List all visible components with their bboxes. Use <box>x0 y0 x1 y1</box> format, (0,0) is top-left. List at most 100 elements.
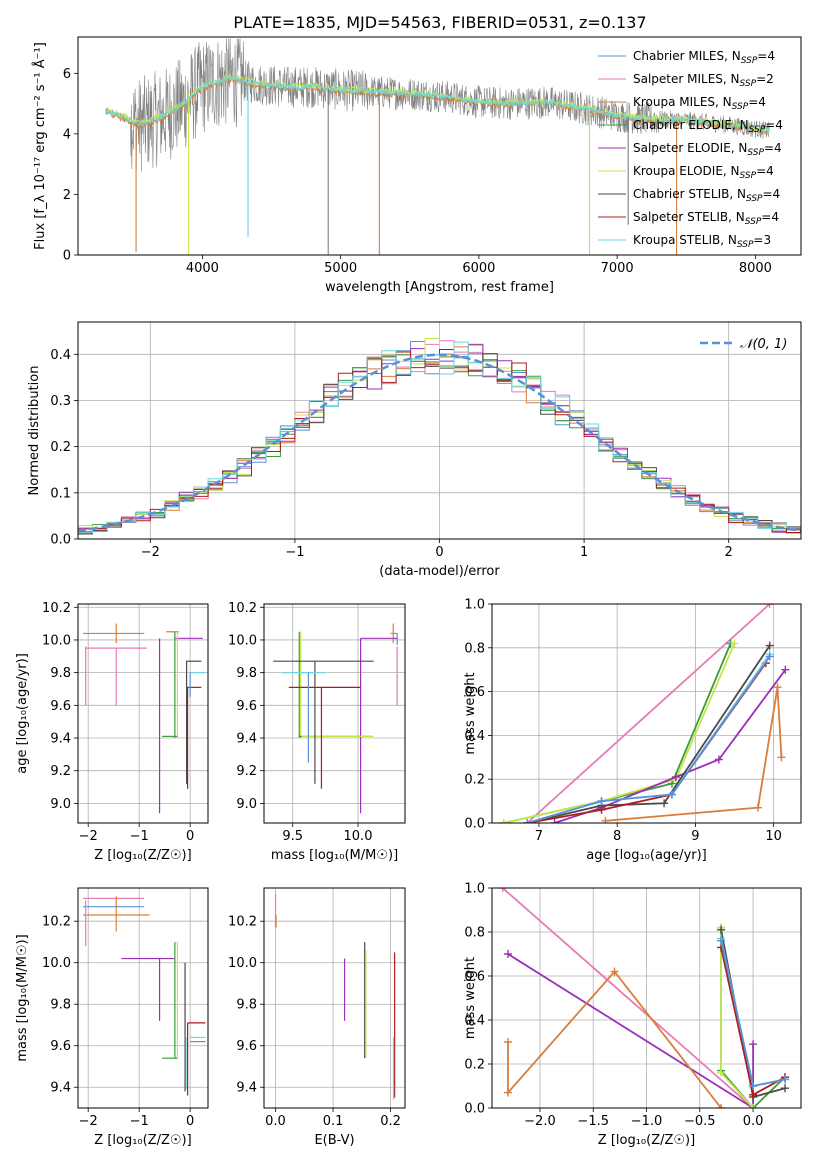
series-marker <box>773 683 782 692</box>
legend-entry: Chabrier MILES, NSSP=4 <box>633 49 775 66</box>
legend-entry: Salpeter MILES, NSSP=2 <box>633 72 774 89</box>
legend-entry: Chabrier STELIB, NSSP=4 <box>633 187 780 204</box>
x-tick-label: 0 <box>186 1114 194 1129</box>
y-tick-label: 0.6 <box>464 970 485 985</box>
series-marker <box>781 1075 790 1084</box>
legend-suffix: =4 <box>761 210 779 224</box>
x-axis-label: age [log₁₀(age/yr)] <box>586 848 707 863</box>
x-tick-label: 7000 <box>601 261 634 276</box>
series-marker <box>749 1040 758 1049</box>
series-marker <box>601 816 610 823</box>
series <box>601 683 786 823</box>
errorbar-point <box>83 623 145 644</box>
x-axis-label: Z [log₁₀(Z/Z☉)] <box>94 1133 191 1148</box>
series-marker <box>671 773 680 782</box>
legend-suffix: =3 <box>753 233 771 247</box>
legend-label: Chabrier ELODIE, N <box>633 118 749 132</box>
axes-frame <box>77 887 209 1109</box>
x-tick-label: −1.0 <box>631 1114 663 1129</box>
legend-subscript: SSP <box>747 148 764 158</box>
series-marker <box>765 604 774 608</box>
legend-entry: Kroupa MILES, NSSP=4 <box>633 95 766 112</box>
x-tick-label: −2 <box>79 1114 98 1129</box>
series-marker <box>667 790 676 799</box>
legend-entry: Kroupa STELIB, NSSP=3 <box>633 233 771 250</box>
legend-entry: Salpeter STELIB, NSSP=4 <box>633 210 779 227</box>
series <box>499 639 739 823</box>
series-marker <box>503 950 512 958</box>
legend-label: Kroupa STELIB, N <box>633 233 737 247</box>
series-line <box>526 656 771 823</box>
series-marker <box>749 1104 758 1108</box>
y-tick-label: 9.8 <box>50 998 71 1013</box>
panel-massweight-vs-age: 7 8 9 10 0.0 0.2 0.4 0.6 0.8 1.0 age [log₁₀(age/yr… <box>463 598 802 863</box>
x-axis-label: E(B-V) <box>314 1133 354 1148</box>
legend-suffix: =4 <box>756 164 774 178</box>
series <box>503 967 726 1108</box>
plot-area <box>273 623 398 814</box>
y-tick-label: 9.8 <box>50 666 71 681</box>
x-tick-label: 0.1 <box>323 1114 344 1129</box>
x-tick-label: 0.0 <box>743 1114 764 1129</box>
y-tick-label: 9.6 <box>50 1039 71 1054</box>
series-marker <box>749 1082 758 1090</box>
y-tick-label: 9.4 <box>50 732 71 747</box>
y-tick-label: 9.4 <box>236 1081 257 1096</box>
series-line <box>605 687 783 822</box>
x-tick-label: 10.0 <box>344 829 373 844</box>
x-axis-label: Z [log₁₀(Z/Z☉)] <box>94 848 191 863</box>
series-marker <box>503 1088 512 1097</box>
y-axis-label: age [log₁₀(age/yr)] <box>15 653 30 774</box>
y-axis-label: mass weight <box>463 957 478 1039</box>
y-tick-label: 9.4 <box>236 732 257 747</box>
y-tick-label: 0.0 <box>464 1102 485 1117</box>
series-marker <box>714 755 723 764</box>
y-tick-label: 9.2 <box>236 764 257 779</box>
y-tick-label: 0.6 <box>464 685 485 700</box>
series-marker <box>523 819 532 823</box>
x-axis-label: wavelength [Angstrom, rest frame] <box>325 280 554 295</box>
x-tick-label: −1 <box>130 829 149 844</box>
legend: Chabrier MILES, NSSP=4 Salpeter MILES, NS… <box>598 49 783 250</box>
y-tick-label: 9.8 <box>236 666 257 681</box>
x-tick-label: 6000 <box>462 261 495 276</box>
y-tick-label: 9.0 <box>50 797 71 812</box>
x-tick-label: 2 <box>725 545 733 560</box>
plot-area <box>83 896 206 1096</box>
series-line <box>526 604 771 823</box>
legend-subscript: SSP <box>745 217 762 227</box>
axes-frame <box>77 321 802 540</box>
x-axis-label: Z [log₁₀(Z/Z☉)] <box>598 1133 695 1148</box>
axes-frame <box>263 887 406 1109</box>
y-tick-label: 0.0 <box>464 817 485 832</box>
y-tick-label: 1.0 <box>464 598 485 613</box>
x-tick-label: −2 <box>79 829 98 844</box>
plot-area <box>78 338 801 537</box>
y-tick-label: 0.4 <box>50 348 71 363</box>
x-tick-label: 1 <box>580 545 588 560</box>
y-tick-label: 10.0 <box>228 956 257 971</box>
series-marker <box>765 641 774 650</box>
y-tick-label: 9.6 <box>236 699 257 714</box>
series-marker <box>781 1084 790 1093</box>
panel-age-vs-Z: −2 −1 0 9.0 9.2 9.4 9.6 9.8 10.0 10.2 Z [log₁₀(Z/Z… <box>15 601 209 863</box>
legend-label: Kroupa ELODIE, N <box>633 164 740 178</box>
panel-mass-vs-Z: −2 −1 0 9.4 9.6 9.8 10.0 10.2 Z [log₁₀(Z/Z☉)] mas… <box>15 887 209 1148</box>
y-tick-label: 10.2 <box>42 915 71 930</box>
plot-area <box>274 894 396 1100</box>
x-tick-label: −1.5 <box>577 1114 609 1129</box>
x-tick-label: 10 <box>765 829 782 844</box>
x-axis-label: mass [log₁₀(M/M☉)] <box>271 848 398 863</box>
y-axis-label: Normed distribution <box>27 366 42 496</box>
y-tick-label: 2 <box>63 188 71 203</box>
x-tick-label: 0.2 <box>380 1114 401 1129</box>
axes-frame <box>491 887 802 1109</box>
y-tick-label: 0.8 <box>464 641 485 656</box>
y-tick-label: 10.2 <box>228 601 257 616</box>
legend-suffix: =2 <box>756 72 774 86</box>
y-tick-label: 10.0 <box>42 633 71 648</box>
x-tick-label: 8000 <box>739 261 772 276</box>
series-line <box>502 888 754 1108</box>
x-tick-label: −1 <box>285 545 304 560</box>
